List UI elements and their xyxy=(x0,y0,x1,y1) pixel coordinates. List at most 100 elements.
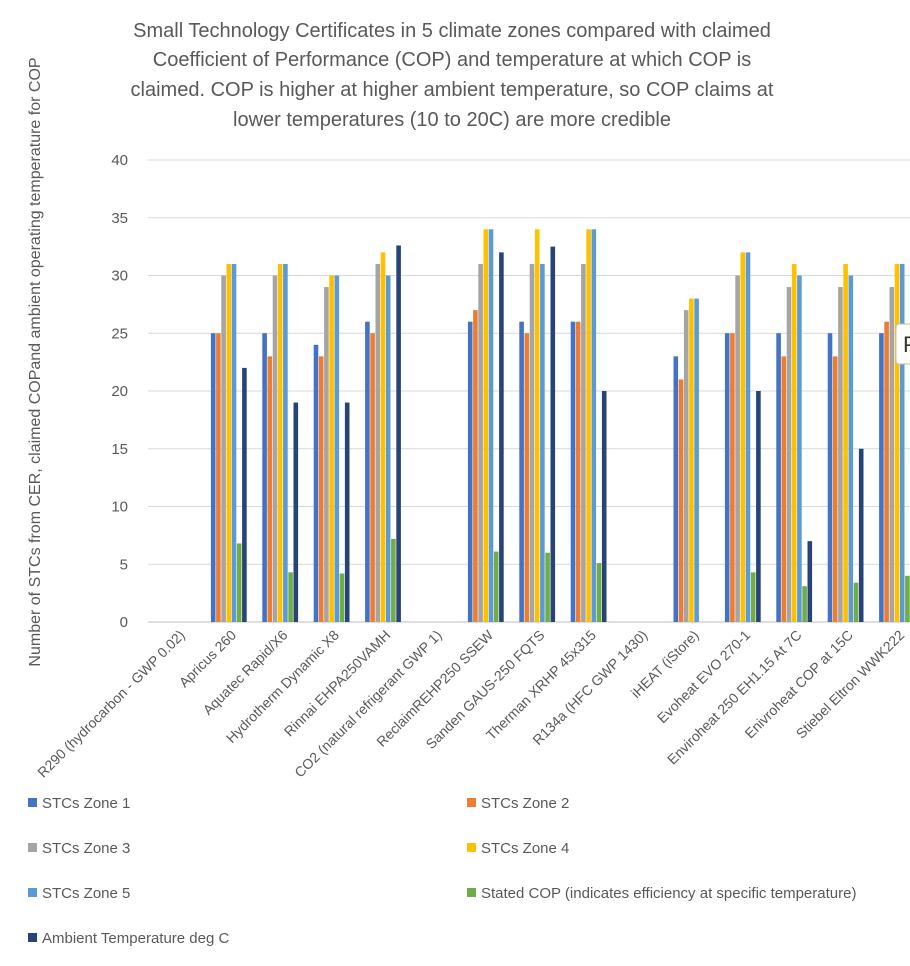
tooltip-text: P xyxy=(903,332,910,357)
chart-title-line-2: Coefficient of Performance (COP) and tem… xyxy=(153,49,751,71)
bar-2-3 xyxy=(267,356,273,622)
bar-1-2 xyxy=(210,333,216,622)
tooltip-popup: P xyxy=(895,323,910,365)
chart-title-line-1: Small Technology Certificates in 5 clima… xyxy=(133,20,771,42)
bar-3-13 xyxy=(786,287,792,622)
x-tick-label-12: Evoheat EVO 270-1 xyxy=(654,627,754,727)
bar-1-15 xyxy=(879,333,884,622)
bar-7-13 xyxy=(807,541,813,622)
bar-3-11 xyxy=(683,310,689,622)
bar-3-5 xyxy=(375,263,381,622)
bar-4-14 xyxy=(843,263,848,622)
legend-swatch-2 xyxy=(467,798,476,807)
bar-5-14 xyxy=(848,275,854,622)
bar-2-12 xyxy=(730,333,735,622)
bar-5-8 xyxy=(540,263,545,622)
bar-2-15 xyxy=(884,321,889,622)
y-tick-label-20: 20 xyxy=(111,383,128,400)
bar-2-9 xyxy=(575,321,581,622)
legend-item-1: STCs Zone 1 xyxy=(28,795,130,812)
y-tick-label-30: 30 xyxy=(111,268,128,285)
bar-6-9 xyxy=(596,563,602,622)
legend-label-4: STCs Zone 4 xyxy=(481,840,569,857)
bar-6-3 xyxy=(288,572,293,622)
bar-7-8 xyxy=(550,246,556,622)
bar-3-8 xyxy=(529,263,535,622)
legend-label-3: STCs Zone 3 xyxy=(42,840,130,857)
legend-item-5: STCs Zone 5 xyxy=(28,885,130,902)
bar-4-7 xyxy=(483,229,489,623)
chart-title-line-3: claimed. COP is higher at higher ambient… xyxy=(131,79,774,101)
bar-3-2 xyxy=(221,275,226,622)
bar-4-4 xyxy=(329,275,334,622)
bar-2-7 xyxy=(473,310,478,622)
bar-7-2 xyxy=(242,367,247,622)
bar-5-11 xyxy=(694,298,699,622)
bar-1-14 xyxy=(827,333,833,622)
bar-5-5 xyxy=(385,275,391,622)
bar-2-14 xyxy=(832,356,838,622)
bar-4-8 xyxy=(534,229,540,623)
bar-7-7 xyxy=(499,252,504,622)
bar-5-12 xyxy=(745,252,751,622)
legend-item-3: STCs Zone 3 xyxy=(28,840,130,857)
bar-6-5 xyxy=(391,538,396,622)
bar-3-14 xyxy=(838,287,843,622)
bar-6-14 xyxy=(853,582,859,622)
legend-label-1: STCs Zone 1 xyxy=(42,795,130,812)
legend-item-4: STCs Zone 4 xyxy=(467,840,569,857)
bar-1-13 xyxy=(776,333,781,622)
y-tick-label-15: 15 xyxy=(111,441,128,458)
legend-item-2: STCs Zone 2 xyxy=(467,795,569,812)
bar-6-13 xyxy=(802,586,807,622)
bar-5-2 xyxy=(231,263,237,622)
bar-6-2 xyxy=(236,543,242,622)
bar-5-7 xyxy=(488,229,494,623)
y-tick-label-40: 40 xyxy=(111,152,128,169)
legend-swatch-4 xyxy=(467,843,476,852)
bar-7-9 xyxy=(601,391,607,622)
bar-4-9 xyxy=(586,229,591,623)
bar-5-15 xyxy=(899,263,905,622)
x-tick-label-1: R290 (hydrocarbon - GWP 0.02) xyxy=(34,627,188,781)
legend-item-6: Stated COP (indicates efficiency at spec… xyxy=(467,885,856,902)
y-tick-label-0: 0 xyxy=(120,614,128,631)
bar-4-5 xyxy=(380,252,386,622)
y-tick-label-35: 35 xyxy=(111,210,128,227)
bar-3-3 xyxy=(272,275,278,622)
bar-3-4 xyxy=(324,287,329,622)
bar-2-8 xyxy=(524,333,530,622)
bar-5-9 xyxy=(591,229,597,623)
bar-2-13 xyxy=(781,356,787,622)
legend: STCs Zone 1 STCs Zone 2 STCs Zone 3 STCs Zo… xyxy=(28,795,856,947)
bar-1-3 xyxy=(262,333,267,622)
bar-6-12 xyxy=(750,572,756,622)
y-axis-label: Number of STCs from CER, claimed COPand … xyxy=(27,57,44,666)
legend-label-6: Stated COP (indicates efficiency at spec… xyxy=(481,885,856,902)
legend-item-7: Ambient Temperature deg C xyxy=(28,930,229,947)
bar-5-13 xyxy=(797,275,802,622)
y-tick-label-25: 25 xyxy=(111,325,128,342)
bar-2-5 xyxy=(370,333,375,622)
bar-7-3 xyxy=(293,402,299,622)
bar-1-9 xyxy=(570,321,576,622)
legend-label-7: Ambient Temperature deg C xyxy=(42,930,229,947)
bar-1-11 xyxy=(673,356,679,622)
bar-1-7 xyxy=(467,321,473,622)
bar-6-4 xyxy=(339,573,345,622)
bar-1-8 xyxy=(519,321,524,622)
bar-4-13 xyxy=(791,263,797,622)
bar-5-4 xyxy=(334,275,340,622)
bar-1-5 xyxy=(365,321,370,622)
bar-7-14 xyxy=(858,448,864,622)
bar-4-2 xyxy=(226,263,232,622)
bar-6-7 xyxy=(493,551,499,622)
legend-swatch-3 xyxy=(28,843,37,852)
legend-swatch-5 xyxy=(28,888,37,897)
bar-3-15 xyxy=(889,287,895,622)
bar-7-12 xyxy=(756,391,761,622)
bar-1-12 xyxy=(724,333,730,622)
tooltip-box xyxy=(895,323,910,365)
y-tick-label-10: 10 xyxy=(111,499,128,516)
